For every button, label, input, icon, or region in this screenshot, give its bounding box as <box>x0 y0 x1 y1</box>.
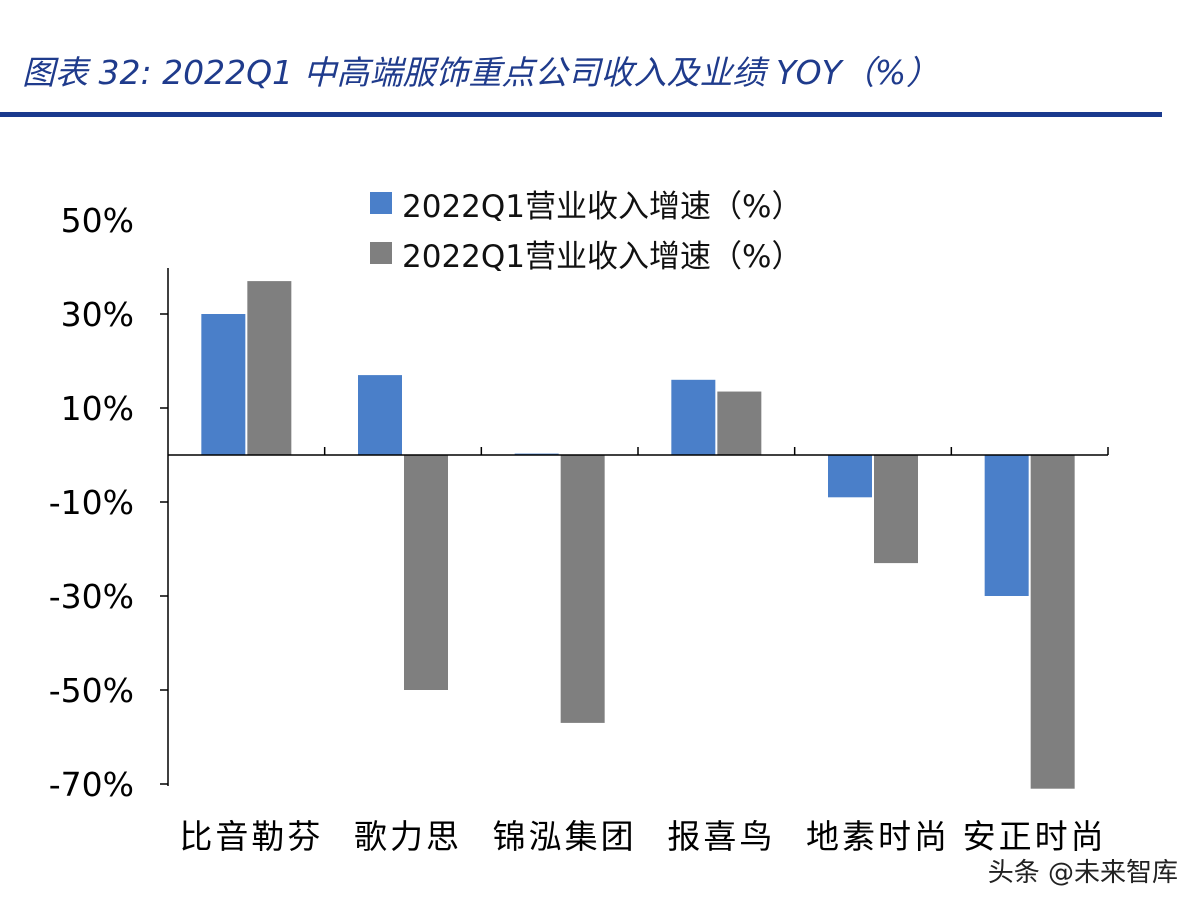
y-tick-label: -30% <box>49 577 134 616</box>
y-tick-label: 50% <box>61 201 134 240</box>
x-tick-label: 报喜鸟 <box>667 817 775 856</box>
legend-swatch-series-1 <box>370 192 392 214</box>
bar-series-2 <box>1030 455 1075 789</box>
x-tick-label: 锦泓集团 <box>493 817 637 856</box>
y-tick-label: -70% <box>49 765 134 804</box>
y-tick-label: -10% <box>49 483 134 522</box>
bar-series-1 <box>358 375 402 455</box>
chart-title: 图表 32: 2022Q1 中高端服饰重点公司收入及业绩 YOY（%） <box>22 53 940 92</box>
bar-series-1 <box>201 314 246 455</box>
y-tick-label: -50% <box>49 671 134 710</box>
x-tick-label: 比音勒芬 <box>179 817 323 856</box>
legend-item-series-1: 2022Q1营业收入增速（%） <box>370 178 802 228</box>
legend-label-series-2: 2022Q1营业收入增速（%） <box>402 238 803 275</box>
bar-series-1 <box>984 455 1029 596</box>
title-divider <box>0 112 1162 117</box>
legend-swatch-series-2 <box>370 242 392 264</box>
bar-series-2 <box>247 281 292 455</box>
bar-series-2 <box>874 455 918 564</box>
y-tick-label: 30% <box>61 295 134 334</box>
bar-series-1 <box>671 379 716 455</box>
x-tick-label: 地素时尚 <box>806 817 950 856</box>
watermark: 头条 @未来智库 <box>987 858 1178 888</box>
x-tick-label: 安正时尚 <box>963 817 1107 856</box>
bar-series-1 <box>828 455 872 498</box>
bar-series-2 <box>717 391 762 455</box>
x-tick-labels: 比音勒芬 歌力思 锦泓集团 报喜鸟 地素时尚 安正时尚 <box>179 817 1107 856</box>
bars <box>201 281 1075 789</box>
y-axis: 50% 30% 10% -10% -30% -50% -70% <box>49 201 169 804</box>
y-tick-label: 10% <box>61 389 134 428</box>
legend: 2022Q1营业收入增速（%） 2022Q1营业收入增速（%） <box>370 178 802 278</box>
x-axis <box>168 447 1109 456</box>
legend-label-series-1: 2022Q1营业收入增速（%） <box>402 188 803 225</box>
bar-series-2 <box>404 455 448 690</box>
bar-series-2 <box>560 455 605 723</box>
legend-item-series-2: 2022Q1营业收入增速（%） <box>370 228 802 278</box>
x-tick-label: 歌力思 <box>354 817 462 856</box>
